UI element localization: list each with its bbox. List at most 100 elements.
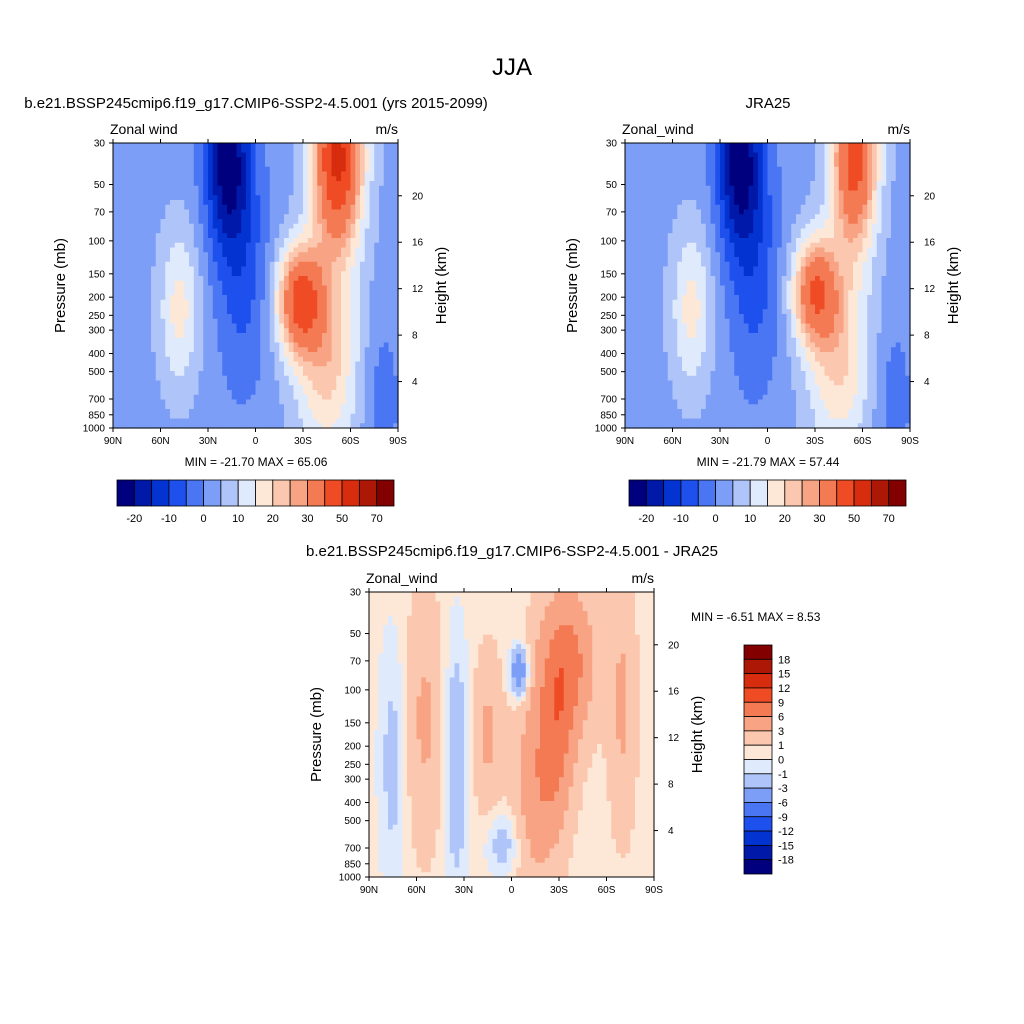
contour-cell <box>122 252 128 258</box>
contour-cell <box>132 242 138 249</box>
contour-cell <box>393 309 399 315</box>
contour-cell <box>193 371 200 377</box>
contour-cell <box>165 181 171 187</box>
contour-cell <box>132 152 138 158</box>
contour-cell <box>212 356 219 363</box>
contour-cell <box>113 423 119 429</box>
contour-cell <box>246 271 252 277</box>
contour-cell <box>165 195 171 201</box>
contour-cell <box>383 333 390 339</box>
contour-cell <box>800 190 807 196</box>
contour-cell <box>872 214 878 220</box>
contour-cell <box>269 418 276 424</box>
contour-cell <box>136 257 143 263</box>
contour-cell <box>241 399 247 405</box>
contour-cell <box>345 356 352 363</box>
contour-cell <box>772 238 778 244</box>
contour-cell <box>629 242 636 249</box>
contour-cell <box>217 214 223 220</box>
contour-cell <box>350 181 356 187</box>
contour-cell <box>805 143 811 149</box>
contour-cell <box>222 162 228 168</box>
contour-cell <box>312 399 318 405</box>
contour-cell <box>796 228 802 234</box>
contour-cell <box>160 371 166 377</box>
colorbar-swatch <box>376 479 395 507</box>
contour-cell <box>284 337 290 344</box>
contour-cell <box>886 195 892 201</box>
contour-cell <box>772 176 778 182</box>
contour-cell <box>151 204 157 211</box>
contour-cell <box>193 314 200 320</box>
contour-cell <box>288 276 295 282</box>
contour-cell <box>303 323 309 329</box>
contour-cell <box>691 195 697 201</box>
contour-cell <box>160 219 166 225</box>
contour-cell <box>170 394 176 401</box>
contour-cell <box>198 409 204 415</box>
contour-cell <box>260 314 266 320</box>
contour-cell <box>265 271 271 277</box>
contour-cell <box>767 166 773 173</box>
contour-cell <box>350 209 356 215</box>
contour-cell <box>117 152 124 158</box>
contour-cell <box>872 176 878 182</box>
contour-cell <box>341 261 347 268</box>
contour-cell <box>905 195 911 201</box>
contour-cell <box>364 337 371 344</box>
contour-cell <box>298 375 304 382</box>
contour-cell <box>227 304 233 310</box>
contour-cell <box>298 318 304 325</box>
contour-cell <box>155 271 162 277</box>
contour-cell <box>355 304 361 310</box>
contour-cell <box>379 423 385 429</box>
contour-cell <box>819 200 826 206</box>
colorbar-swatch <box>203 479 222 507</box>
contour-cell <box>350 195 356 201</box>
contour-cell <box>269 152 276 158</box>
contour-cell <box>160 323 166 329</box>
contour-cell <box>824 204 830 211</box>
contour-cell <box>231 295 238 301</box>
contour-cell <box>246 242 252 249</box>
contour-cell <box>170 337 176 344</box>
contour-cell <box>212 380 219 386</box>
contour-cell <box>269 252 276 258</box>
contour-cell <box>193 318 200 325</box>
contour-cell <box>350 219 356 225</box>
contour-cell <box>379 328 385 334</box>
contour-cell <box>127 314 133 320</box>
contour-cell <box>146 404 152 410</box>
contour-cell <box>303 290 309 296</box>
contour-cell <box>886 219 892 225</box>
contour-cell <box>677 200 683 206</box>
contour-cell <box>132 276 138 282</box>
contour-cell <box>260 304 266 310</box>
contour-cell <box>246 143 252 149</box>
contour-cell <box>686 176 693 182</box>
contour-cell <box>705 171 712 177</box>
contour-cell <box>322 266 328 272</box>
contour-cell <box>141 333 147 339</box>
contour-cell <box>298 399 304 405</box>
contour-cell <box>117 304 124 310</box>
contour-cell <box>189 261 195 268</box>
contour-cell <box>644 209 650 215</box>
contour-cell <box>246 185 252 192</box>
contour-cell <box>393 228 399 234</box>
contour-cell <box>900 181 906 187</box>
contour-cell <box>810 238 816 244</box>
contour-cell <box>634 233 640 239</box>
contour-cell <box>345 209 352 215</box>
contour-cell <box>322 409 328 415</box>
contour-cell <box>374 181 380 187</box>
contour-cell <box>165 190 171 196</box>
contour-cell <box>369 200 375 206</box>
contour-cell <box>265 162 271 168</box>
contour-cell <box>648 166 655 173</box>
contour-cell <box>274 328 280 334</box>
contour-cell <box>848 162 854 168</box>
contour-cell <box>734 238 740 244</box>
contour-cell <box>336 371 342 377</box>
contour-cell <box>141 385 147 391</box>
